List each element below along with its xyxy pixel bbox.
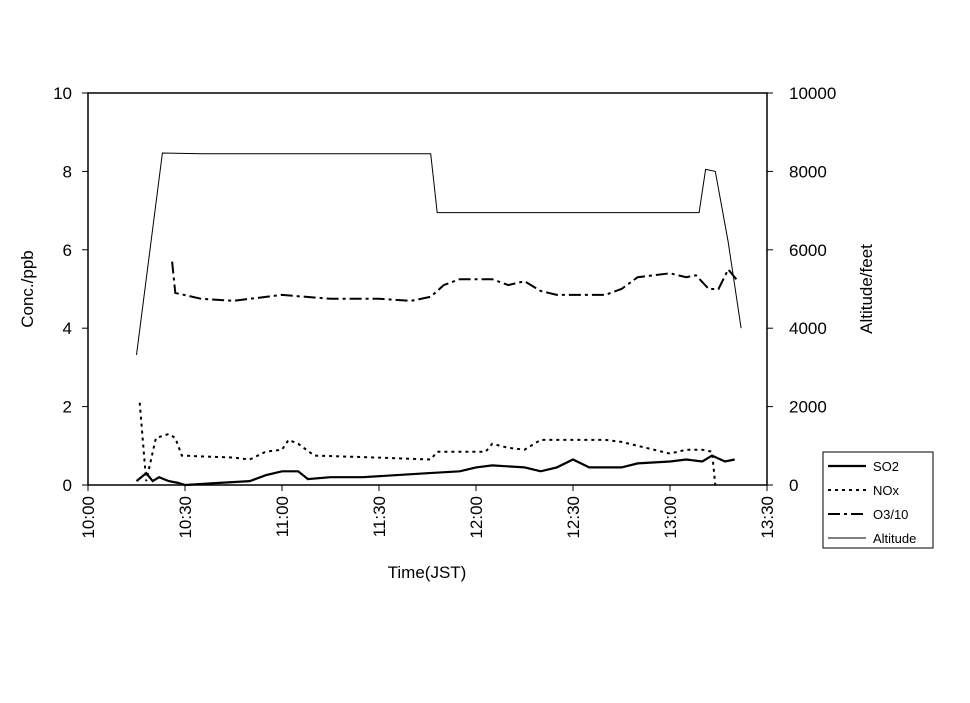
y2-tick-label: 10000 <box>789 84 836 103</box>
series-line <box>136 152 742 355</box>
y-tick-label: 10 <box>53 84 72 103</box>
x-tick-label: 13:30 <box>758 496 777 539</box>
y-tick-label: 2 <box>63 398 72 417</box>
y-axis-title: Conc./ppb <box>18 250 37 328</box>
y2-tick-label: 4000 <box>789 319 827 338</box>
y2-axis-title: Altitude/feet <box>857 244 876 334</box>
legend-label: O3/10 <box>873 507 908 522</box>
x-tick-label: 12:00 <box>467 496 486 539</box>
x-axis-title: Time(JST) <box>388 563 467 582</box>
plot-area <box>87 92 768 486</box>
legend <box>822 451 934 549</box>
series-line <box>135 454 735 487</box>
legend-label: SO2 <box>873 459 899 474</box>
x-tick-label: 10:00 <box>79 496 98 539</box>
y-tick-label: 8 <box>63 162 72 181</box>
y2-tick-label: 8000 <box>789 162 827 181</box>
y-tick-label: 6 <box>63 241 72 260</box>
y2-tick-label: 2000 <box>789 398 827 417</box>
y-tick-label: 0 <box>63 476 72 495</box>
legend-label: NOx <box>873 483 900 498</box>
x-tick-label: 11:00 <box>273 496 292 537</box>
x-tick-label: 13:00 <box>661 496 680 539</box>
y-tick-label: 4 <box>63 319 72 338</box>
y2-tick-label: 6000 <box>789 241 827 260</box>
series-line <box>138 402 717 486</box>
series-line <box>171 261 739 302</box>
x-tick-label: 11:30 <box>370 496 389 537</box>
x-tick-label: 12:30 <box>564 496 583 539</box>
x-tick-label: 10:30 <box>176 496 195 539</box>
y2-tick-label: 0 <box>789 476 798 495</box>
legend-label: Altitude <box>873 531 916 546</box>
